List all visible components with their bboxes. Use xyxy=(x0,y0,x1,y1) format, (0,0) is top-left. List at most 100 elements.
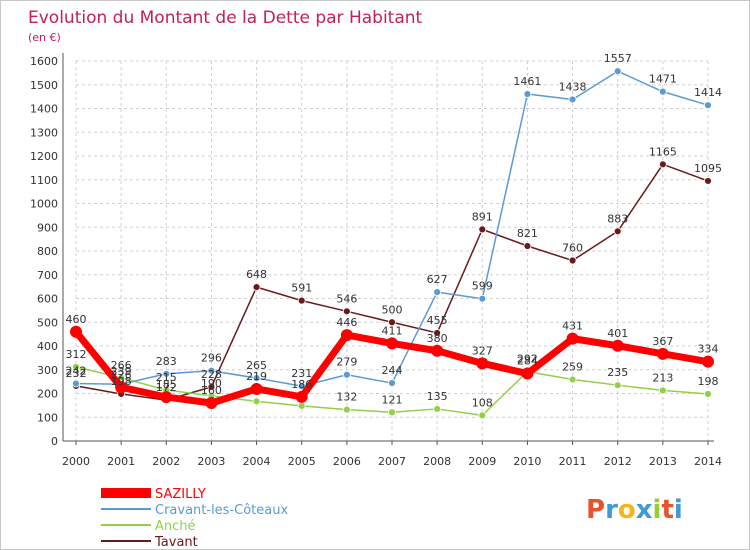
logo-letter: i xyxy=(674,495,683,525)
data-label: 266 xyxy=(111,359,132,372)
data-label: 292 xyxy=(517,353,538,366)
data-point xyxy=(72,379,80,388)
data-point xyxy=(704,177,712,185)
data-point xyxy=(388,408,396,417)
data-label: 312 xyxy=(66,348,87,361)
data-label: 1461 xyxy=(513,75,541,88)
data-label: 108 xyxy=(472,396,493,409)
data-point xyxy=(568,256,577,265)
data-point xyxy=(160,391,173,404)
data-point xyxy=(297,296,306,305)
logo-letter: t xyxy=(661,495,673,525)
data-point xyxy=(295,390,308,403)
y-tick-label: 100 xyxy=(37,411,58,424)
x-tick-label: 2000 xyxy=(62,455,90,468)
data-label: 401 xyxy=(607,327,628,340)
data-point xyxy=(342,405,351,414)
data-label: 132 xyxy=(336,391,357,404)
data-point xyxy=(252,374,261,382)
data-label: 1557 xyxy=(604,52,632,65)
y-tick-label: 300 xyxy=(37,364,58,377)
data-point xyxy=(521,367,534,380)
data-point xyxy=(656,347,669,360)
series-lines xyxy=(70,67,714,420)
data-label: 648 xyxy=(246,268,267,281)
data-label: 296 xyxy=(201,352,222,365)
legend-label: Anché xyxy=(155,519,196,534)
y-tick-label: 1000 xyxy=(30,198,58,211)
data-label: 367 xyxy=(652,335,673,348)
data-label: 411 xyxy=(382,324,403,337)
data-label: 231 xyxy=(291,367,312,380)
y-tick-label: 600 xyxy=(37,293,58,306)
data-point xyxy=(478,294,487,303)
data-labels: 460 226 185 160 219 186 446 411 380 327 284 431 401 3… xyxy=(66,52,723,409)
x-tick-label: 2009 xyxy=(468,455,496,468)
y-tick-label: 400 xyxy=(37,340,58,353)
data-point xyxy=(250,382,263,395)
data-point xyxy=(162,369,171,378)
data-point xyxy=(658,160,667,169)
data-point xyxy=(702,355,714,368)
data-point xyxy=(704,101,712,110)
x-tick-label: 2007 xyxy=(378,455,406,468)
legend-label: SAZILLY xyxy=(155,487,206,502)
data-label: 591 xyxy=(291,282,312,295)
data-label: 546 xyxy=(336,292,357,305)
data-label: 198 xyxy=(698,375,719,388)
data-point xyxy=(433,329,442,337)
data-point xyxy=(433,288,442,296)
x-tick-label: 2004 xyxy=(243,455,271,468)
data-label: 891 xyxy=(472,210,493,223)
data-point xyxy=(205,397,218,409)
logo-letter: o xyxy=(618,495,636,525)
data-point xyxy=(342,370,351,379)
data-point xyxy=(252,283,261,292)
data-label: 135 xyxy=(427,390,448,403)
data-point xyxy=(478,225,487,234)
y-tick-label: 700 xyxy=(37,269,58,282)
data-label: 215 xyxy=(156,371,177,384)
y-tick-label: 1300 xyxy=(30,126,58,139)
data-point xyxy=(388,379,396,387)
y-tick-label: 900 xyxy=(37,221,58,234)
logo-letter: r xyxy=(605,495,618,525)
data-label: 284 xyxy=(517,355,538,368)
data-point xyxy=(658,87,667,96)
data-label: 455 xyxy=(427,314,448,327)
y-tick-label: 0 xyxy=(51,435,58,448)
data-point xyxy=(611,339,624,352)
data-label: 1095 xyxy=(694,162,722,175)
data-point xyxy=(386,337,398,350)
data-point xyxy=(613,67,622,76)
data-point xyxy=(613,227,622,236)
data-label: 228 xyxy=(201,368,222,381)
data-label: 121 xyxy=(382,393,403,406)
data-point xyxy=(115,381,128,394)
data-label: 460 xyxy=(66,313,87,326)
data-label: 627 xyxy=(427,273,448,286)
data-point xyxy=(566,332,579,345)
data-label: 1438 xyxy=(559,80,587,93)
data-label: 431 xyxy=(562,320,583,333)
logo-letter: i xyxy=(653,495,662,525)
data-label: 242 xyxy=(66,365,87,378)
data-point xyxy=(342,307,351,316)
data-label: 760 xyxy=(562,242,583,255)
y-tick-label: 1400 xyxy=(30,103,58,116)
data-label: 334 xyxy=(698,343,719,356)
logo-letter: x xyxy=(636,495,653,525)
data-label: 235 xyxy=(607,366,628,379)
x-tick-label: 2002 xyxy=(152,455,180,468)
data-point xyxy=(523,90,532,98)
data-point xyxy=(252,397,261,406)
chart-title: Evolution du Montant de la Dette par Hab… xyxy=(28,8,423,28)
data-point xyxy=(72,362,80,371)
data-label: 213 xyxy=(652,371,673,384)
data-label: 265 xyxy=(246,359,267,372)
x-tick-label: 2006 xyxy=(333,455,361,468)
data-label: 1471 xyxy=(649,73,677,86)
